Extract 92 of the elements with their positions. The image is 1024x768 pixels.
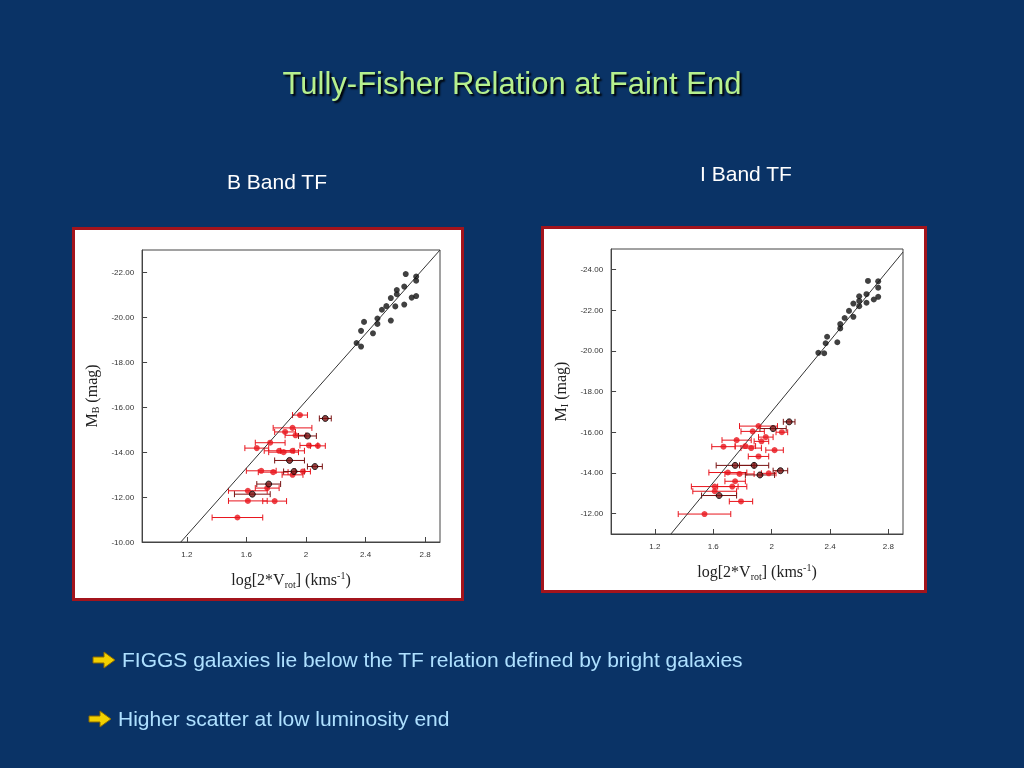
point bbox=[392, 303, 399, 310]
point bbox=[870, 296, 877, 303]
point bbox=[387, 295, 394, 302]
x-tick-label: 1.6 bbox=[707, 541, 720, 551]
y-tick-label: -14.00 bbox=[111, 447, 135, 457]
point bbox=[875, 284, 882, 291]
y-tick-label: -12.00 bbox=[580, 509, 604, 519]
x-tick-label: 1.2 bbox=[181, 549, 193, 559]
y-tick-label: -20.00 bbox=[580, 346, 604, 356]
y-tick-label: -12.00 bbox=[111, 492, 135, 502]
point bbox=[758, 438, 765, 445]
point bbox=[875, 293, 882, 300]
x-tick-label: 2.4 bbox=[824, 541, 837, 551]
x-tick-label: 2.8 bbox=[419, 549, 432, 559]
point bbox=[864, 277, 871, 284]
point bbox=[311, 463, 319, 471]
point bbox=[834, 339, 841, 346]
point bbox=[755, 453, 762, 460]
point bbox=[353, 339, 360, 346]
point bbox=[733, 437, 740, 444]
point bbox=[393, 291, 400, 298]
point bbox=[850, 313, 857, 320]
point bbox=[265, 480, 273, 488]
y-axis-title: MI (mag) bbox=[551, 361, 570, 422]
point bbox=[749, 428, 756, 435]
point bbox=[282, 428, 289, 435]
point bbox=[856, 303, 863, 310]
point bbox=[374, 320, 381, 327]
point bbox=[286, 456, 294, 464]
point bbox=[383, 303, 390, 310]
chart-title: I Band TF bbox=[699, 162, 793, 186]
point bbox=[361, 318, 368, 325]
point bbox=[771, 447, 778, 454]
x-tick-label: 2 bbox=[303, 549, 309, 559]
point bbox=[863, 299, 870, 306]
x-tick-label: 2.8 bbox=[882, 541, 895, 551]
point bbox=[401, 283, 408, 290]
point bbox=[821, 350, 828, 357]
y-tick-label: -24.00 bbox=[580, 264, 604, 274]
y-tick-label: -14.00 bbox=[580, 468, 604, 478]
x-tick-label: 2 bbox=[769, 541, 775, 551]
point bbox=[289, 424, 296, 431]
x-tick-label: 1.6 bbox=[240, 549, 253, 559]
point bbox=[358, 327, 365, 334]
y-tick-label: -22.00 bbox=[111, 267, 135, 277]
point bbox=[822, 340, 829, 347]
chart-title: B Band TF bbox=[226, 170, 328, 194]
point bbox=[737, 498, 744, 505]
point bbox=[296, 412, 303, 419]
point bbox=[837, 325, 844, 332]
point bbox=[863, 291, 870, 298]
point bbox=[413, 293, 420, 300]
point bbox=[401, 301, 408, 308]
point bbox=[856, 297, 863, 304]
point bbox=[824, 333, 831, 340]
text: FIGGS galaxies lie below the TF relation defined by bright galaxies bbox=[122, 648, 743, 672]
point bbox=[234, 514, 241, 521]
y-tick-label: -16.00 bbox=[580, 427, 604, 437]
y-tick-label: -18.00 bbox=[580, 387, 604, 396]
point bbox=[841, 315, 848, 322]
x-tick-label: 2.4 bbox=[359, 549, 372, 559]
point bbox=[248, 490, 256, 498]
text: Tully-Fisher Relation at Faint End bbox=[281, 66, 743, 102]
point bbox=[413, 277, 420, 284]
point bbox=[402, 271, 409, 278]
point bbox=[267, 439, 274, 446]
point bbox=[378, 306, 385, 313]
point bbox=[815, 349, 822, 356]
point bbox=[762, 434, 769, 441]
text: Higher scatter at low luminosity end bbox=[118, 707, 450, 731]
point bbox=[369, 330, 376, 337]
point bbox=[850, 300, 857, 307]
point bbox=[875, 278, 882, 285]
point bbox=[732, 478, 739, 485]
point bbox=[253, 445, 260, 452]
point bbox=[271, 498, 278, 505]
point bbox=[244, 497, 251, 504]
y-tick-label: -20.00 bbox=[111, 312, 135, 322]
point bbox=[711, 488, 718, 495]
point bbox=[244, 487, 251, 494]
y-tick-label: -18.00 bbox=[111, 357, 135, 367]
y-tick-label: -22.00 bbox=[580, 305, 604, 315]
point bbox=[387, 317, 394, 324]
x-tick-label: 1.2 bbox=[649, 541, 661, 551]
point bbox=[715, 492, 723, 500]
y-tick-label: -16.00 bbox=[111, 402, 135, 412]
point bbox=[374, 315, 381, 322]
point bbox=[701, 511, 708, 518]
point bbox=[846, 307, 852, 314]
y-axis-title: MB (mag) bbox=[82, 364, 101, 428]
y-tick-label: -10.00 bbox=[111, 537, 135, 547]
point bbox=[358, 343, 365, 350]
